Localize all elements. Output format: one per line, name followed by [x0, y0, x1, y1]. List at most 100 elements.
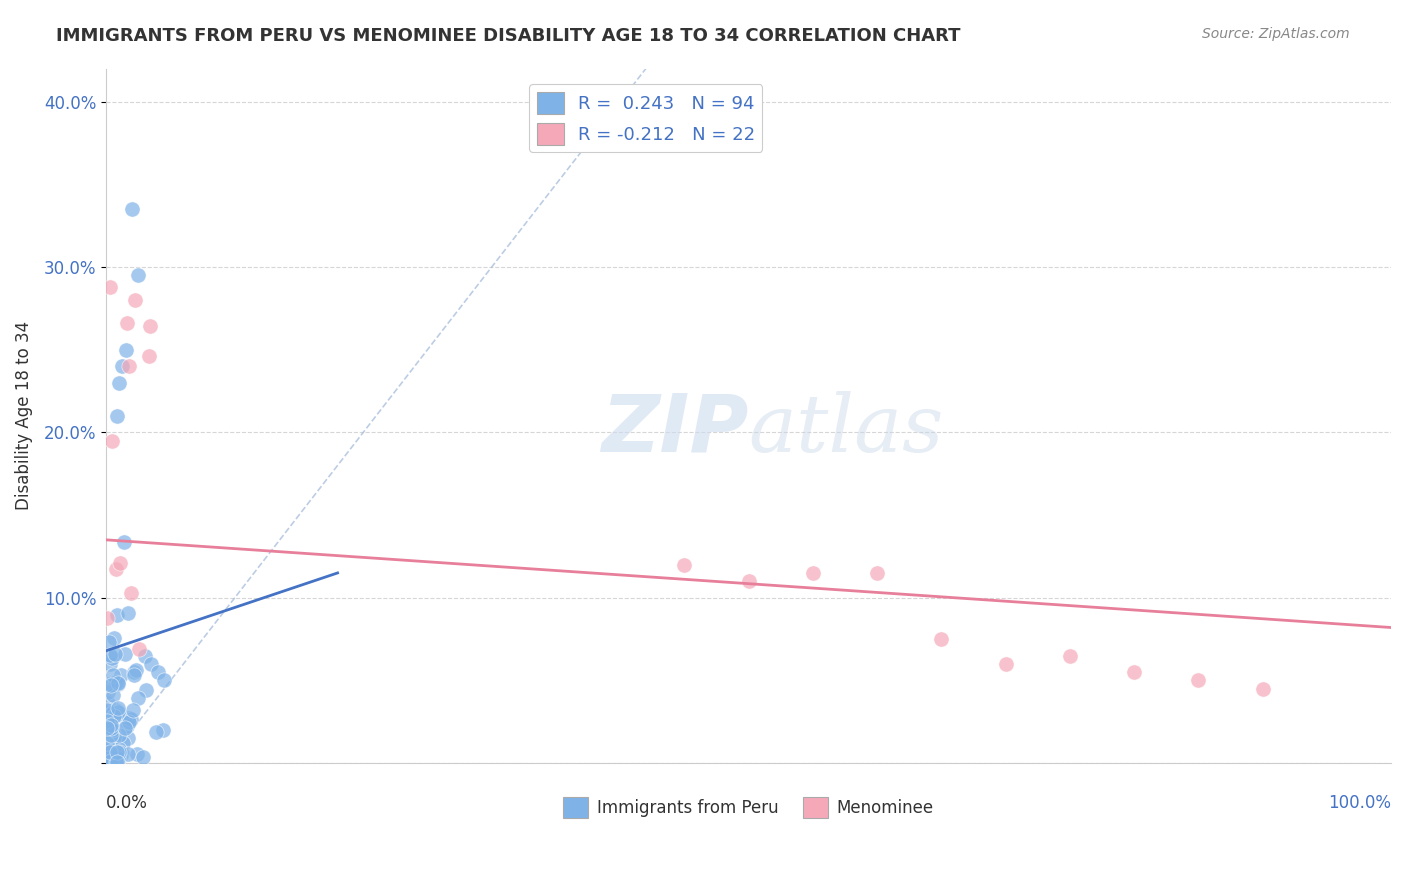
Point	[127, 691, 149, 706]
Point	[101, 749, 124, 764]
Point	[125, 747, 148, 761]
Point	[120, 712, 142, 726]
Point	[153, 673, 176, 688]
Point	[931, 632, 953, 646]
Point	[98, 745, 121, 759]
Point	[107, 677, 129, 691]
Point	[96, 741, 118, 756]
Point	[1059, 648, 1081, 663]
Point	[107, 708, 129, 723]
Point	[97, 739, 120, 754]
Point	[96, 736, 118, 750]
Point	[117, 747, 139, 761]
Point	[110, 668, 132, 682]
Point	[107, 700, 129, 714]
Legend: Immigrants from Peru, Menominee: Immigrants from Peru, Menominee	[557, 790, 941, 824]
Point	[1123, 665, 1146, 680]
Point	[105, 608, 128, 623]
Point	[101, 756, 124, 770]
Point	[112, 535, 135, 549]
Point	[801, 566, 824, 580]
Text: 0.0%: 0.0%	[107, 795, 148, 813]
Point	[128, 642, 150, 657]
Point	[98, 657, 121, 672]
Point	[100, 721, 122, 735]
Point	[98, 707, 121, 722]
Point	[100, 280, 122, 294]
Point	[138, 349, 160, 363]
Point	[111, 735, 134, 749]
Point	[1187, 673, 1209, 688]
Point	[117, 606, 139, 620]
Point	[117, 731, 139, 746]
Point	[96, 696, 118, 710]
Point	[107, 675, 129, 690]
Point	[127, 268, 149, 283]
Point	[100, 753, 122, 767]
Point	[104, 755, 127, 769]
Point	[100, 714, 122, 729]
Point	[111, 746, 134, 760]
Text: 100.0%: 100.0%	[1329, 795, 1391, 813]
Text: Source: ZipAtlas.com: Source: ZipAtlas.com	[1202, 27, 1350, 41]
Point	[115, 317, 138, 331]
Point	[134, 648, 156, 663]
Point	[107, 705, 129, 719]
Point	[866, 566, 889, 580]
Point	[98, 648, 121, 663]
Point	[96, 714, 118, 729]
Point	[107, 750, 129, 764]
Point	[101, 650, 124, 665]
Point	[104, 647, 127, 661]
Point	[97, 732, 120, 747]
Point	[96, 705, 118, 719]
Point	[96, 610, 118, 624]
Point	[125, 663, 148, 677]
Point	[97, 684, 120, 698]
Point	[122, 667, 145, 681]
Point	[114, 647, 136, 661]
Point	[100, 706, 122, 721]
Point	[107, 742, 129, 756]
Point	[139, 319, 162, 334]
Point	[105, 409, 128, 423]
Point	[108, 749, 131, 764]
Point	[152, 723, 174, 737]
Point	[100, 755, 122, 769]
Point	[110, 745, 132, 759]
Point	[103, 709, 125, 723]
Point	[114, 343, 136, 357]
Point	[103, 730, 125, 744]
Point	[105, 756, 128, 770]
Point	[96, 721, 118, 735]
Point	[103, 746, 125, 760]
Point	[105, 707, 128, 722]
Text: ZIP: ZIP	[602, 391, 748, 468]
Point	[100, 677, 122, 691]
Point	[120, 586, 142, 600]
Point	[100, 744, 122, 758]
Point	[737, 574, 759, 589]
Point	[100, 708, 122, 723]
Point	[994, 657, 1017, 671]
Point	[100, 754, 122, 768]
Point	[132, 749, 155, 764]
Point	[100, 728, 122, 742]
Point	[146, 665, 169, 680]
Point	[673, 558, 696, 572]
Point	[108, 746, 131, 760]
Point	[101, 434, 124, 448]
Point	[108, 376, 131, 390]
Point	[103, 668, 125, 682]
Point	[118, 359, 141, 373]
Point	[122, 665, 145, 680]
Point	[100, 718, 122, 732]
Point	[121, 202, 143, 216]
Point	[104, 754, 127, 768]
Point	[141, 657, 163, 671]
Point	[111, 359, 134, 374]
Point	[122, 703, 145, 717]
Point	[105, 753, 128, 767]
Point	[101, 706, 124, 720]
Point	[145, 725, 167, 739]
